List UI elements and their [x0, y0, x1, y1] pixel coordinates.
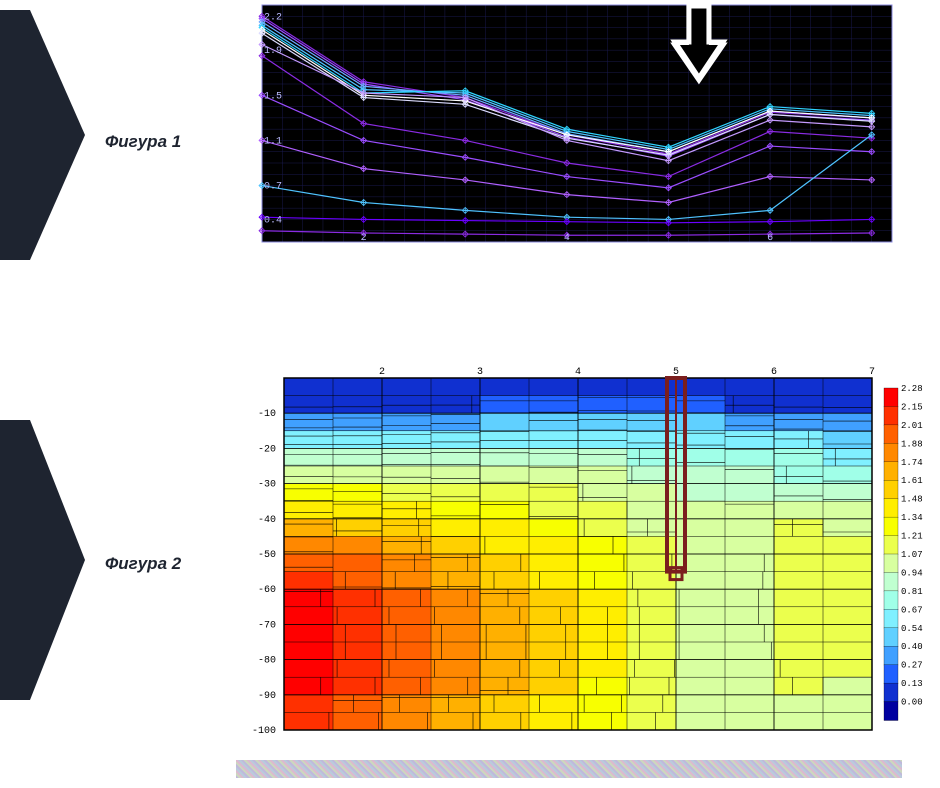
svg-text:2: 2: [361, 233, 367, 244]
fig1-label: Фигура 1: [105, 132, 181, 152]
svg-text:6: 6: [771, 367, 777, 378]
fig1-line-chart: 2.2 1.9 1.5 1.1 0.7 0.4 2 4 6: [232, 0, 902, 260]
svg-text:1.1: 1.1: [264, 136, 282, 147]
svg-text:-40: -40: [258, 515, 276, 526]
svg-text:0.7: 0.7: [264, 182, 282, 193]
svg-text:-10: -10: [258, 409, 276, 420]
svg-text:0.13: 0.13: [901, 679, 923, 689]
svg-text:-30: -30: [258, 480, 276, 491]
svg-text:1.61: 1.61: [901, 476, 923, 486]
svg-text:2.01: 2.01: [901, 421, 923, 431]
svg-text:0.81: 0.81: [901, 587, 923, 597]
svg-text:-90: -90: [258, 691, 276, 702]
svg-text:6: 6: [767, 233, 773, 244]
fig2-contour-map: 234567-10-20-30-40-50-60-70-80-90-1002.2…: [236, 360, 936, 740]
svg-text:1.34: 1.34: [901, 513, 923, 523]
svg-text:0.40: 0.40: [901, 642, 923, 652]
svg-text:1.48: 1.48: [901, 495, 923, 505]
svg-text:2.15: 2.15: [901, 402, 923, 412]
svg-text:0.00: 0.00: [901, 698, 923, 708]
svg-text:0.94: 0.94: [901, 568, 923, 578]
svg-text:-60: -60: [258, 585, 276, 596]
svg-text:1.74: 1.74: [901, 458, 923, 468]
svg-text:0.67: 0.67: [901, 605, 923, 615]
svg-text:-20: -20: [258, 444, 276, 455]
svg-text:3: 3: [477, 367, 483, 378]
svg-text:1.21: 1.21: [901, 532, 923, 542]
svg-text:4: 4: [575, 367, 581, 378]
svg-text:0.54: 0.54: [901, 624, 923, 634]
svg-text:1.07: 1.07: [901, 550, 923, 560]
svg-text:2.28: 2.28: [901, 384, 923, 394]
svg-text:0.4: 0.4: [264, 215, 282, 226]
svg-text:-80: -80: [258, 656, 276, 667]
svg-text:7: 7: [869, 367, 875, 378]
noise-strip: [236, 760, 902, 778]
svg-text:1.9: 1.9: [264, 46, 282, 57]
svg-text:-70: -70: [258, 620, 276, 631]
svg-text:-100: -100: [252, 726, 276, 737]
svg-text:1.5: 1.5: [264, 91, 282, 102]
svg-text:2.2: 2.2: [264, 12, 282, 23]
svg-text:1.88: 1.88: [901, 439, 923, 449]
fig2-label: Фигура 2: [105, 554, 181, 574]
svg-text:0.27: 0.27: [901, 661, 923, 671]
svg-text:4: 4: [564, 233, 570, 244]
svg-text:2: 2: [379, 367, 385, 378]
svg-text:-50: -50: [258, 550, 276, 561]
